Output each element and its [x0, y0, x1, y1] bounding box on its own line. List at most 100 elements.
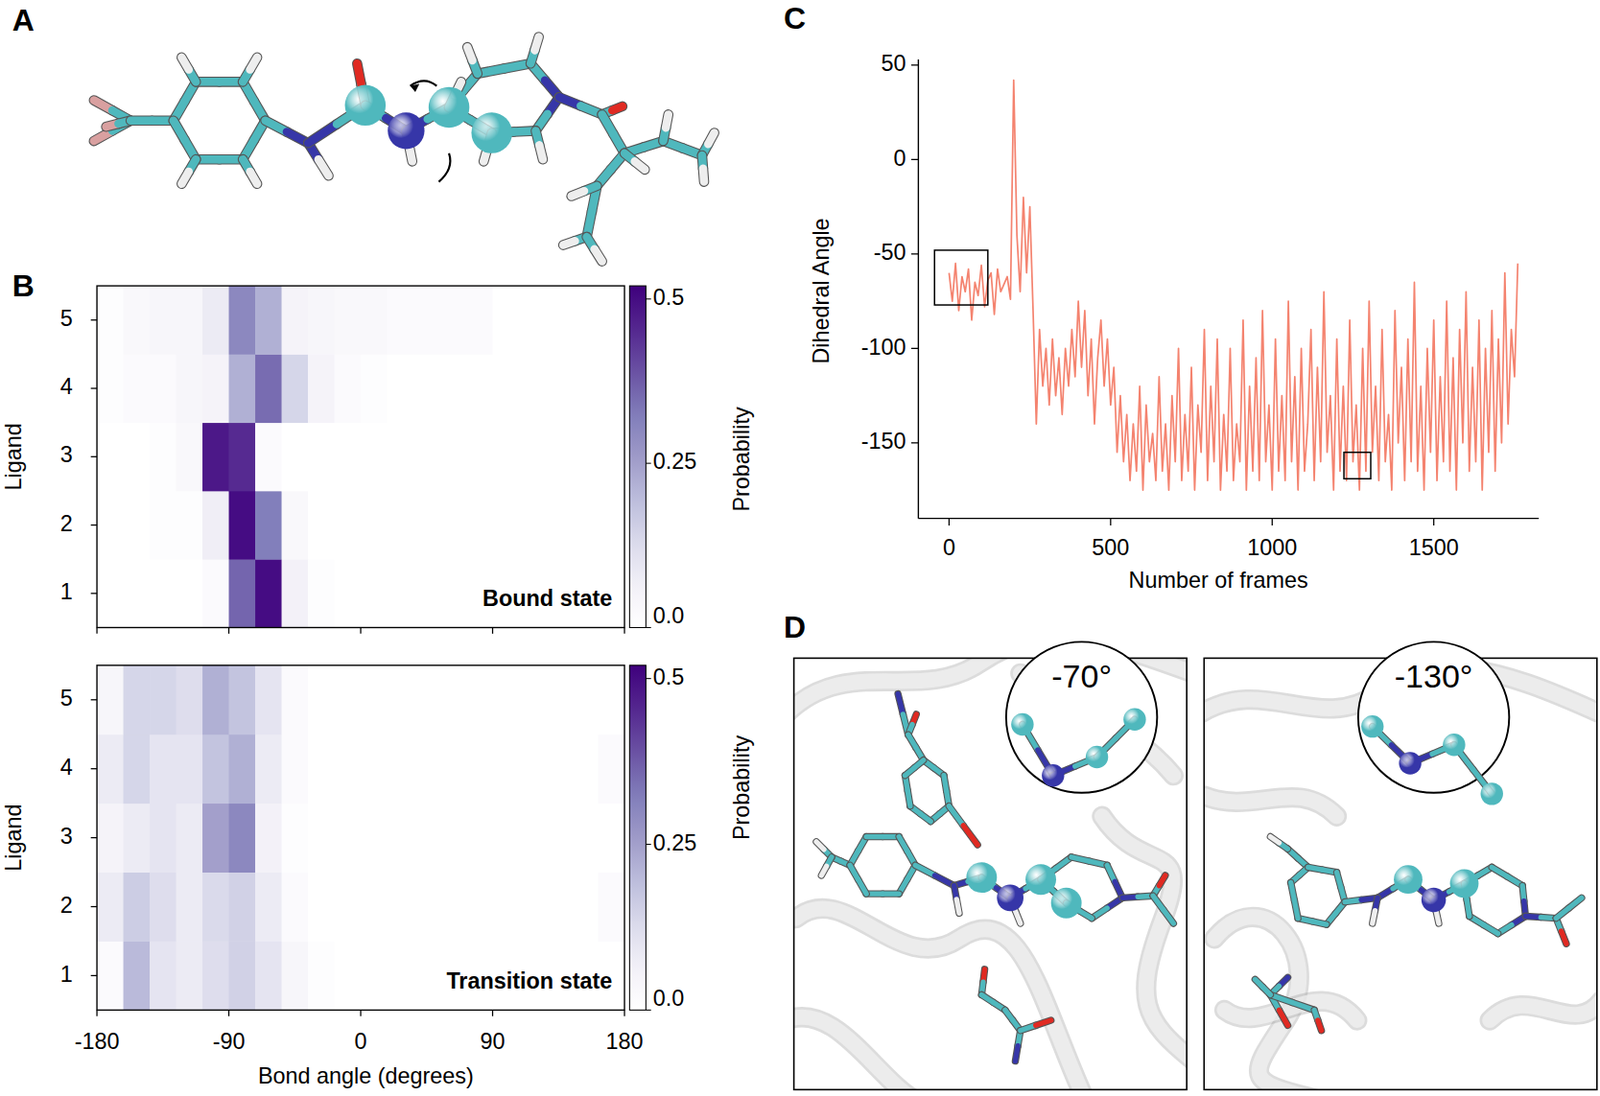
- bond: [356, 63, 361, 85]
- panel-letter: D: [783, 610, 806, 645]
- heat-cell: [360, 872, 388, 942]
- bond-outline: [181, 57, 189, 71]
- protein-ribbon: [1489, 1000, 1598, 1021]
- heat-cell: [307, 803, 335, 873]
- cells: [96, 285, 625, 628]
- bond-outline: [1270, 837, 1279, 844]
- y-tick-label: 1: [60, 579, 73, 605]
- bond: [318, 159, 330, 176]
- bond: [611, 106, 623, 111]
- x-tick-label: -90: [212, 1029, 246, 1055]
- heat-cell: [202, 941, 230, 1011]
- heat-cell: [518, 665, 546, 735]
- bond-outline: [707, 133, 714, 145]
- heat-cell: [571, 285, 599, 355]
- atom-ball: [996, 885, 1024, 913]
- heat-cell: [202, 559, 230, 628]
- bond-outline: [250, 171, 258, 185]
- heat-cell: [571, 353, 599, 424]
- heat-cell: [176, 559, 204, 628]
- heat-cell: [255, 559, 283, 628]
- plot-frame: [96, 665, 625, 1012]
- y-tick-label: -100: [861, 334, 907, 360]
- bond-outline: [611, 106, 623, 111]
- heat-cell: [282, 665, 309, 735]
- atom-ball: [1398, 752, 1421, 775]
- heat-cell: [440, 559, 468, 628]
- panel-letter: A: [12, 2, 35, 38]
- heat-cell: [387, 941, 415, 1011]
- atom-ball: [1442, 733, 1465, 756]
- heat-cell: [413, 491, 441, 561]
- figure: ABCD12345LigandBound state0.00.250.5Prob…: [0, 0, 1600, 1096]
- bond: [1071, 857, 1090, 862]
- heat-cell: [387, 734, 415, 804]
- protein-ribbon: [1203, 796, 1337, 817]
- bond: [1317, 1020, 1322, 1032]
- heat-cell: [493, 803, 520, 873]
- heat-cell: [334, 872, 362, 942]
- heat-cell: [202, 665, 230, 735]
- y-tick: [91, 387, 97, 389]
- heat-cell: [545, 353, 573, 424]
- protein-ribbon: [794, 1017, 919, 1091]
- bond-outline: [1152, 895, 1164, 910]
- x-tick: [492, 627, 494, 634]
- heat-cell: [149, 665, 177, 735]
- heat-cell: [255, 491, 283, 561]
- x-tick-label: 1000: [1247, 535, 1297, 561]
- heat-cell: [255, 734, 283, 804]
- y-axis-label: Ligand: [0, 803, 26, 871]
- heat-cell: [571, 872, 599, 942]
- bond-outline: [963, 825, 978, 846]
- colorbar-tick-label: 0.25: [653, 448, 698, 474]
- atom-ball: [1361, 715, 1384, 738]
- atom-ball: [345, 85, 387, 127]
- heat-cell: [149, 491, 177, 561]
- heat-cell: [545, 491, 573, 561]
- colorbar-tick-label: 0.25: [653, 830, 698, 856]
- heat-cell: [229, 423, 257, 493]
- heat-cell: [96, 872, 124, 942]
- atom-ball: [1421, 888, 1447, 914]
- heat-cell: [440, 423, 468, 493]
- heat-cell: [229, 491, 257, 561]
- bond: [1163, 910, 1175, 924]
- bond: [1278, 1010, 1288, 1026]
- heat-cell: [96, 941, 124, 1011]
- rotation-arrow: [438, 153, 450, 183]
- bond-outline: [948, 806, 964, 826]
- bond-outline: [703, 168, 705, 183]
- atom-ball: [965, 862, 997, 894]
- bond-outline: [571, 190, 585, 196]
- heat-cell: [413, 665, 441, 735]
- heat-cell: [307, 285, 335, 355]
- y-tick: [91, 975, 97, 977]
- bond: [1491, 867, 1507, 877]
- atom-ball: [1123, 708, 1146, 731]
- plot-area: [934, 80, 1518, 491]
- y-tick-label: 2: [60, 893, 73, 918]
- heat-cell: [413, 285, 441, 355]
- y-tick-label: 4: [60, 374, 73, 400]
- heat-cell: [413, 941, 441, 1011]
- heat-cell: [307, 353, 335, 424]
- bond-outline: [1294, 900, 1298, 919]
- colorbar-label: Probability: [729, 735, 754, 842]
- heat-cell: [493, 423, 520, 493]
- bond: [956, 899, 960, 914]
- bond: [816, 842, 824, 850]
- bond: [539, 144, 543, 160]
- heat-cell: [176, 353, 204, 424]
- heat-cell: [387, 665, 415, 735]
- bond-outline: [914, 760, 924, 769]
- heat-cell: [598, 491, 625, 561]
- bond: [897, 694, 903, 715]
- heat-cell: [493, 665, 520, 735]
- heat-cell: [518, 423, 546, 493]
- heat-cell: [571, 665, 599, 735]
- heat-cell: [493, 734, 520, 804]
- heat-cell: [96, 734, 124, 804]
- bond: [173, 120, 186, 141]
- y-axis-label: Ligand: [0, 423, 26, 491]
